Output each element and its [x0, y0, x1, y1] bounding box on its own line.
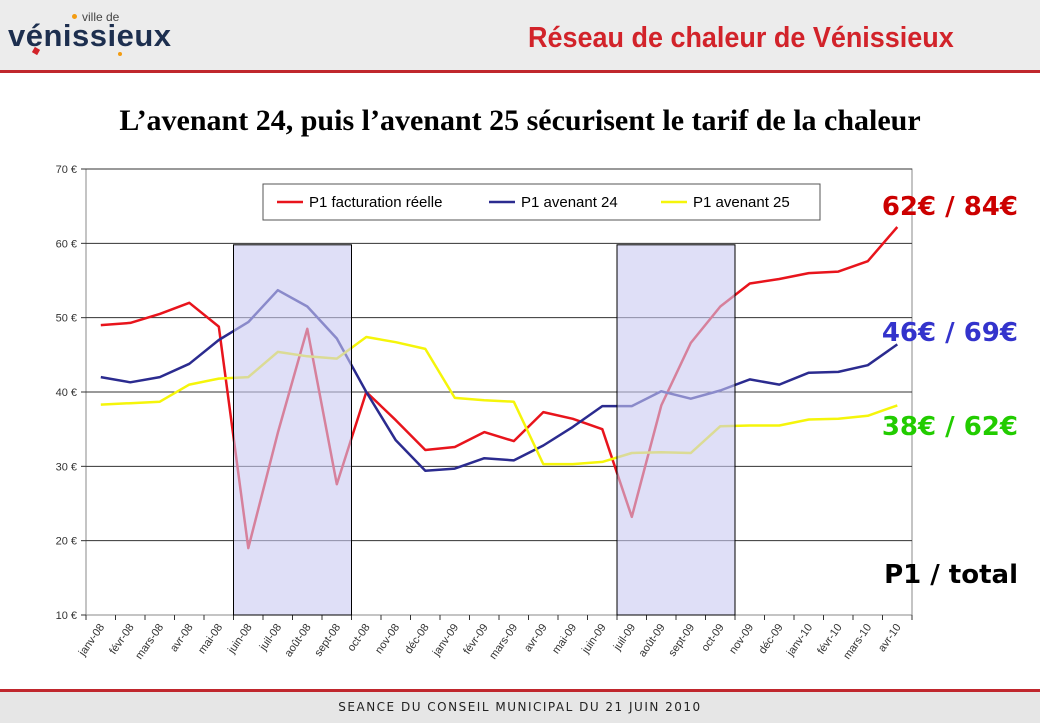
logo-dot-icon [118, 52, 122, 56]
y-tick-label: 40 € [56, 387, 77, 399]
slide-title: L’avenant 24, puis l’avenant 25 sécurise… [119, 104, 921, 137]
x-tick-label: avr-10 [876, 622, 904, 654]
x-tick-label: avr-09 [522, 622, 550, 654]
x-tick-label: déc-08 [403, 622, 432, 656]
x-tick-label: mai-08 [196, 622, 225, 656]
side-label-facturation: 62€ / 84€ [881, 192, 1018, 222]
x-tick-label: mars-08 [133, 622, 166, 662]
footer-text: SEANCE DU CONSEIL MUNICIPAL DU 21 JUIN 2… [338, 700, 702, 714]
highlight-period [233, 244, 352, 616]
x-tick-label: janv-10 [784, 622, 815, 659]
x-tick-label: nov-08 [373, 622, 402, 656]
x-tick-label: oct-08 [345, 622, 372, 654]
x-tick-label: sept-08 [312, 622, 343, 659]
side-label-note: P1 / total [884, 560, 1018, 590]
x-tick-label: mars-10 [841, 622, 874, 662]
logo-tagline: ville de [82, 10, 120, 24]
legend-box [262, 183, 821, 221]
y-tick-label: 10 € [56, 610, 77, 622]
x-tick-label: janv-09 [430, 622, 461, 659]
x-tick-label: févr-09 [461, 622, 490, 657]
y-tick-label: 60 € [56, 238, 77, 250]
x-tick-label: sept-09 [666, 622, 697, 659]
x-tick-label: oct-09 [699, 622, 726, 654]
x-tick-label: juin-09 [579, 622, 608, 657]
x-tick-label: févr-10 [815, 622, 844, 657]
legend-label: P1 avenant 25 [693, 194, 790, 211]
y-tick-label: 70 € [56, 164, 77, 176]
logo-dot-icon [72, 14, 77, 19]
y-tick-label: 30 € [56, 461, 77, 473]
x-tick-label: mai-09 [550, 622, 579, 656]
x-tick-label: déc-09 [757, 622, 786, 656]
header-title: Réseau de chaleur de Vénissieux [528, 22, 954, 54]
x-tick-label: févr-08 [107, 622, 136, 657]
x-tick-label: nov-09 [727, 622, 756, 656]
x-tick-label: juin-08 [225, 622, 254, 657]
line-chart: 10 €20 €30 €40 €50 €60 €70 €janv-08 févr-… [56, 164, 913, 662]
legend-label: P1 avenant 24 [521, 194, 618, 211]
x-tick-label: août-09 [636, 622, 667, 659]
side-label-avenant25: 38€ / 62€ [881, 412, 1018, 442]
x-tick-label: mars-09 [487, 622, 520, 662]
x-tick-label: janv-08 [76, 622, 107, 659]
x-tick-label: août-08 [282, 622, 313, 659]
highlight-period [616, 244, 736, 616]
header-bar: ville de vénissieux Réseau de chaleur de… [0, 0, 1040, 73]
legend-label: P1 facturation réelle [309, 194, 442, 211]
x-tick-label: juil-09 [611, 622, 638, 654]
y-tick-label: 20 € [56, 536, 77, 548]
y-tick-label: 50 € [56, 313, 77, 325]
x-tick-label: avr-08 [168, 622, 196, 654]
x-tick-label: juil-08 [257, 622, 284, 654]
side-label-avenant24: 46€ / 69€ [881, 318, 1018, 348]
footer-bar: SEANCE DU CONSEIL MUNICIPAL DU 21 JUIN 2… [0, 689, 1040, 723]
